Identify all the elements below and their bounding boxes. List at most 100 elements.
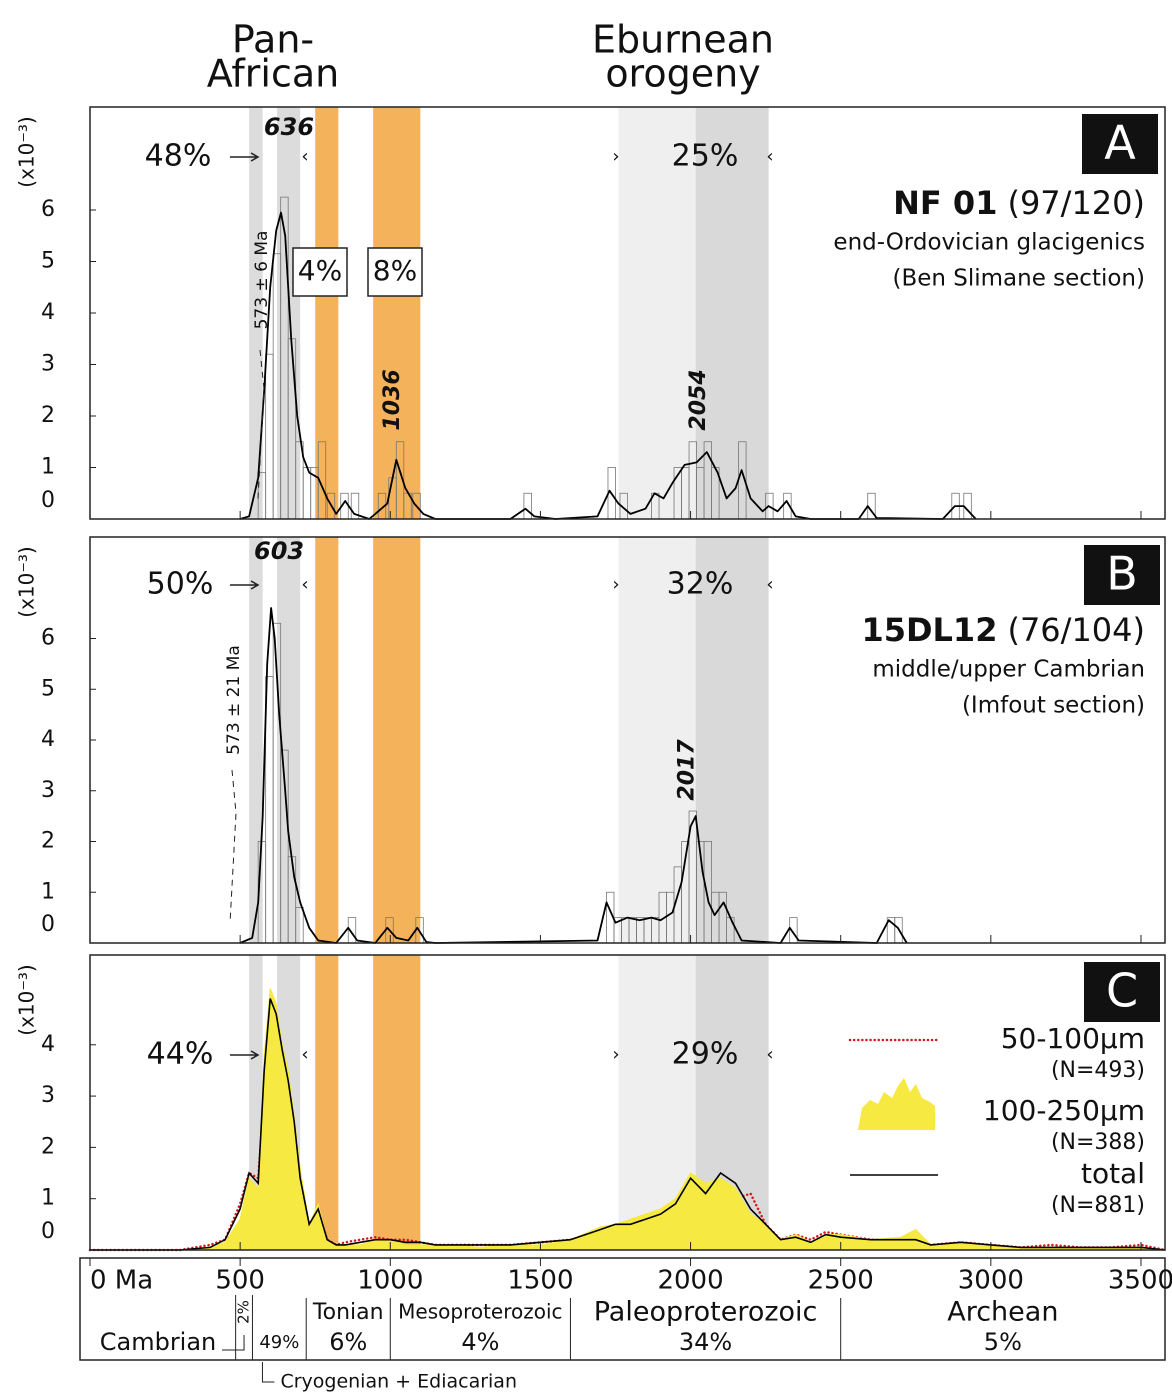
panel-label: B	[1106, 547, 1138, 601]
period-percent: 2%	[235, 1300, 253, 1324]
boxed-percent: 4%	[298, 254, 342, 287]
header-right-2: orogeny	[605, 52, 760, 96]
age-band	[249, 107, 263, 519]
peak-label: 603	[254, 537, 304, 565]
age-band	[315, 955, 339, 1250]
y-tick-label: 0	[41, 488, 55, 513]
bracket-mark: ‹	[766, 146, 773, 167]
y-axis-label: (x10⁻³)	[15, 964, 39, 1035]
sample-title: 15DL12 (76/104)	[861, 611, 1145, 649]
x-tick-label: 2500	[808, 1266, 874, 1296]
legend-label: 50-100µm	[1001, 1022, 1145, 1055]
arrow	[230, 152, 260, 162]
arrow	[230, 1050, 260, 1060]
y-tick-label: 6	[41, 197, 55, 222]
panel-label-box	[1082, 114, 1158, 174]
y-tick-label: 5	[41, 676, 55, 701]
x-tick-label: 500	[215, 1266, 265, 1296]
y-tick-label: 0	[41, 1219, 55, 1244]
header-left-2: African	[207, 52, 339, 96]
legend-label: 100-250µm	[983, 1094, 1145, 1127]
y-tick-label: 6	[41, 626, 55, 651]
cryo-leader	[261, 1362, 275, 1383]
legend-count: (N=881)	[1051, 1193, 1145, 1218]
bracket-mark: ›	[612, 574, 619, 595]
y-tick-label: 1	[41, 1186, 55, 1211]
percent-label: 48%	[145, 139, 212, 174]
period-name: Paleoproterozoic	[594, 1297, 818, 1328]
panel-label: C	[1106, 964, 1138, 1018]
period-name: Tonian	[312, 1300, 384, 1325]
period-percent: 5%	[984, 1328, 1022, 1356]
y-tick-label: 3	[41, 352, 55, 377]
percent-label: 29%	[672, 1037, 739, 1072]
x-tick-label: 3500	[1108, 1266, 1172, 1296]
period-percent: 6%	[329, 1328, 367, 1356]
sample-name: NF 01	[893, 184, 997, 222]
sample-description: middle/upper Cambrian	[872, 657, 1145, 683]
area-series	[90, 988, 1166, 1251]
x-tick-label: 1000	[357, 1266, 423, 1296]
kde-curve	[239, 607, 908, 944]
bracket-mark: ‹	[301, 574, 308, 595]
age-band	[618, 107, 696, 519]
bracket-mark: ›	[612, 146, 619, 167]
legend-count: (N=493)	[1051, 1058, 1145, 1083]
boxed-percent: 8%	[373, 254, 417, 287]
panel-label-box	[1084, 962, 1160, 1022]
y-tick-label: 3	[41, 1083, 55, 1108]
age-band	[315, 107, 339, 519]
x-tick-label: 0 Ma	[90, 1266, 153, 1296]
sample-count: (76/104)	[1007, 611, 1145, 649]
y-tick-label: 4	[41, 300, 55, 325]
y-tick-label: 4	[41, 1032, 55, 1057]
period-name: Cambrian	[100, 1328, 217, 1356]
kde-curve	[239, 211, 977, 520]
bracket-mark: ‹	[766, 1044, 773, 1065]
age-band	[373, 955, 421, 1250]
panel-label-box	[1084, 545, 1160, 605]
peak-label: 636	[264, 113, 314, 141]
age-band	[277, 537, 301, 943]
y-tick-label: 4	[41, 727, 55, 752]
y-tick-label: 1	[41, 455, 55, 480]
panel-label: A	[1104, 116, 1136, 170]
y-tick-label: 0	[41, 912, 55, 937]
period-name: Cryogenian + Ediacarian	[280, 1371, 517, 1393]
cambrian-leader	[222, 1335, 245, 1351]
header-left-1: Pan-	[232, 18, 314, 62]
y-tick-label: 3	[41, 778, 55, 803]
bracket-mark: ‹	[301, 146, 308, 167]
percent-label: 32%	[667, 567, 734, 602]
age-band	[695, 107, 769, 519]
age-note-leader	[229, 769, 237, 924]
timescale-frame	[79, 1257, 1166, 1361]
arrow	[230, 580, 260, 590]
sample-name: 15DL12	[861, 611, 997, 649]
y-tick-label: 1	[41, 879, 55, 904]
y-axis-label: (x10⁻³)	[15, 546, 39, 617]
peak-label: 2017	[675, 739, 700, 801]
y-tick-label: 2	[41, 1134, 55, 1159]
age-band	[373, 537, 421, 943]
y-tick-label: 5	[41, 249, 55, 274]
age-band	[373, 107, 421, 519]
percent-label: 25%	[672, 139, 739, 174]
y-tick-label: 2	[41, 829, 55, 854]
bracket-mark: ‹	[301, 1044, 308, 1065]
y-axis-label: (x10⁻³)	[15, 116, 39, 187]
age-note: 573 ± 21 Ma	[224, 645, 244, 755]
percent-box	[367, 247, 423, 297]
sample-description: end-Ordovician glacigenics	[833, 230, 1145, 256]
age-band	[315, 537, 339, 943]
sample-title: NF 01 (97/120)	[893, 184, 1145, 222]
age-note-leader	[257, 349, 265, 500]
header-right-1: Eburnean	[592, 18, 774, 62]
period-name: Archean	[947, 1297, 1058, 1328]
period-percent: 34%	[679, 1328, 732, 1356]
sample-description: (Ben Slimane section)	[892, 266, 1145, 292]
percent-label: 44%	[147, 1037, 214, 1072]
x-tick-label: 3000	[958, 1266, 1024, 1296]
x-tick-label: 2000	[657, 1266, 723, 1296]
legend-count: (N=388)	[1051, 1130, 1145, 1155]
